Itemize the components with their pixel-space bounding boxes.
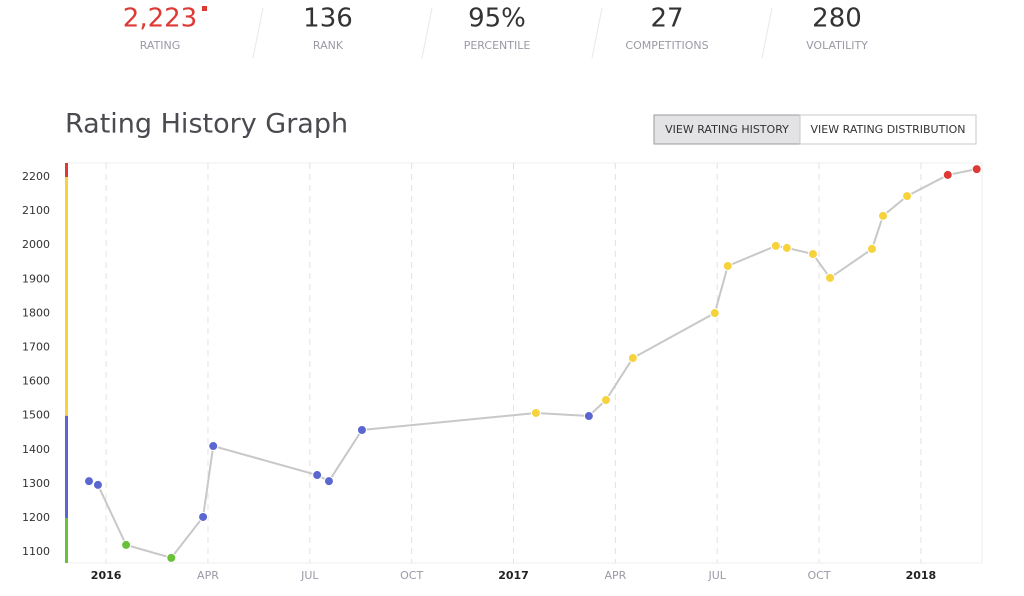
rating-point [709,308,720,319]
y-tick-label: 1300 [22,477,50,490]
separator [761,7,773,59]
stat-label: COMPETITIONS [625,39,708,52]
rating-point [825,272,836,283]
stat-value: 2,223 [123,4,197,34]
rating-point [971,164,982,175]
x-tick-label: 2017 [498,569,529,582]
rating-point [166,552,177,563]
rating-band [65,517,68,563]
separator [252,7,264,59]
y-tick-label: 1700 [22,340,50,353]
rating-point [208,441,219,452]
separator [421,7,433,59]
y-tick-label: 2100 [22,204,50,217]
y-tick-label: 1100 [22,545,50,558]
rating-point [356,425,367,436]
y-tick-label: 2200 [22,170,50,183]
stat-value: 95% [468,4,526,34]
rating-band [65,163,68,177]
x-tick-label: OCT [808,569,831,582]
rating-point [121,539,132,550]
separator [591,7,603,59]
rating-point [942,169,953,180]
y-tick-label: 1900 [22,272,50,285]
x-tick-label: OCT [400,569,423,582]
rating-marker [202,6,207,11]
rating-point [600,394,611,405]
x-tick-label: 2018 [906,569,937,582]
rating-point [323,476,334,487]
y-tick-label: 1600 [22,375,50,388]
button-bg[interactable] [653,114,801,145]
x-tick-label: 2016 [91,569,122,582]
rating-point [92,479,103,490]
rating-point [627,353,638,364]
y-tick-label: 1200 [22,511,50,524]
rating-band [65,176,68,416]
x-tick-label: JUL [707,569,726,582]
y-tick-label: 1500 [22,409,50,422]
rating-point [807,249,818,260]
x-tick-label: APR [604,569,626,582]
rating-point [722,260,733,271]
chart-title: Rating History Graph [65,109,348,140]
button[interactable]: VIEW RATING HISTORY [665,123,789,136]
rating-point [867,243,878,254]
rating-point [878,210,889,221]
stat-label: PERCENTILE [464,39,531,52]
stat-value: 27 [650,4,683,34]
y-tick-label: 1400 [22,443,50,456]
stat-label: RANK [313,39,344,52]
x-tick-label: JUL [300,569,319,582]
button[interactable]: VIEW RATING DISTRIBUTION [811,123,966,136]
rating-point [83,476,94,487]
rating-point [530,407,541,418]
rating-line [88,168,977,560]
rating-band [65,415,68,518]
rating-point [781,242,792,253]
button-bg[interactable] [799,114,977,145]
rating-point [583,411,594,422]
stat-label: VOLATILITY [806,39,868,52]
rating-point [312,470,323,481]
stat-value: 280 [812,4,862,34]
rating-point [198,511,209,522]
rating-point [770,240,781,251]
y-tick-label: 2000 [22,238,50,251]
stat-value: 136 [303,4,353,34]
stat-label: RATING [140,39,181,52]
rating-point [902,191,913,202]
x-tick-label: APR [197,569,219,582]
y-tick-label: 1800 [22,306,50,319]
